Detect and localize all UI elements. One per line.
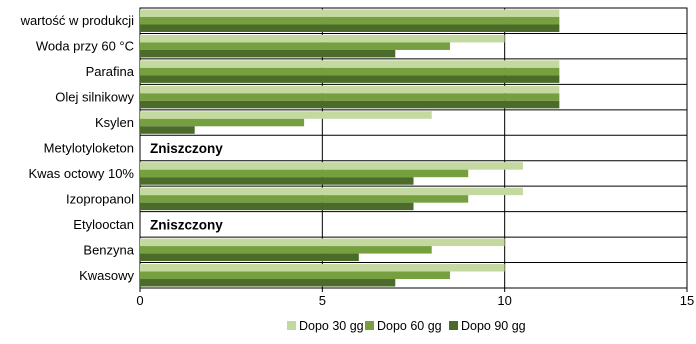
legend-label-dopo-90-gg: Dopo 90 gg bbox=[461, 319, 526, 333]
x-axis-ticks: 0 5 10 15 bbox=[136, 288, 694, 308]
bar-dopo-30-gg-izopropanol bbox=[140, 187, 523, 196]
category-label: Izopropanol bbox=[66, 191, 134, 206]
bar-dopo-60-gg-ksylen bbox=[140, 118, 305, 127]
bar-dopo-60-gg-woda-przy-60-c bbox=[140, 42, 450, 50]
bar-dopo-90-gg-kwas-octowy-10 bbox=[140, 177, 414, 185]
category-label: Benzyna bbox=[83, 242, 134, 257]
bar-dopo-60-gg-izopropanol bbox=[140, 195, 469, 203]
category-label: Metylotyloketon bbox=[44, 141, 134, 156]
bar-dopo-60-gg-benzyna bbox=[140, 246, 432, 254]
category-label: Woda przy 60 °C bbox=[36, 39, 134, 54]
bar-dopo-90-gg-benzyna bbox=[140, 253, 359, 262]
x-tick-label: 10 bbox=[497, 293, 511, 308]
bar-dopo-90-gg-ksylen bbox=[140, 126, 195, 134]
annotation-zniszczony: Zniszczony bbox=[150, 141, 223, 156]
legend: Dopo 30 gg Dopo 60 gg Dopo 90 gg bbox=[287, 319, 526, 333]
bar-dopo-30-gg-kwasowy bbox=[140, 264, 505, 272]
category-label: Ksylen bbox=[95, 115, 134, 130]
legend-swatch-dopo-30-gg bbox=[287, 321, 296, 330]
bar-dopo-30-gg-benzyna bbox=[140, 238, 505, 247]
bar-dopo-90-gg-wartosc-w-produkcji bbox=[140, 24, 560, 32]
x-tick-label: 5 bbox=[319, 293, 326, 308]
bar-dopo-60-gg-wartosc-w-produkcji bbox=[140, 16, 560, 25]
bar-dopo-60-gg-olej-silnikowy bbox=[140, 93, 560, 101]
legend-label-dopo-60-gg: Dopo 60 gg bbox=[377, 319, 442, 333]
category-label: wartość w produkcji bbox=[20, 13, 135, 28]
category-label: Parafina bbox=[86, 64, 135, 79]
bar-dopo-60-gg-parafina bbox=[140, 67, 560, 76]
bar-dopo-90-gg-izopropanol bbox=[140, 202, 414, 211]
category-labels: wartość w produkcji Woda przy 60 °C Parafi… bbox=[20, 13, 135, 283]
annotations: Zniszczony Zniszczony bbox=[150, 141, 223, 232]
grid bbox=[139, 7, 688, 289]
x-tick-label: 15 bbox=[680, 293, 694, 308]
bar-dopo-90-gg-olej-silnikowy bbox=[140, 100, 560, 109]
x-tick-label: 0 bbox=[136, 293, 143, 308]
bar-dopo-60-gg-kwasowy bbox=[140, 271, 450, 280]
bar-dopo-90-gg-woda-przy-60-c bbox=[140, 49, 396, 58]
plot-area bbox=[139, 7, 688, 289]
category-label: Kwas octowy 10% bbox=[29, 166, 135, 181]
category-label: Olej silnikowy bbox=[55, 90, 134, 105]
bar-dopo-30-gg-ksylen bbox=[140, 111, 432, 119]
bar-dopo-60-gg-kwas-octowy-10 bbox=[140, 169, 469, 178]
bar-dopo-30-gg-parafina bbox=[140, 60, 560, 68]
category-label: Kwasowy bbox=[79, 268, 134, 283]
annotation-zniszczony: Zniszczony bbox=[150, 217, 223, 232]
bar-dopo-30-gg-olej-silnikowy bbox=[140, 85, 560, 94]
bar-dopo-90-gg-kwasowy bbox=[140, 279, 396, 287]
bar-dopo-90-gg-parafina bbox=[140, 75, 560, 83]
bar-dopo-30-gg-kwas-octowy-10 bbox=[140, 162, 523, 170]
legend-swatch-dopo-60-gg bbox=[365, 321, 374, 330]
bars bbox=[140, 9, 560, 287]
category-label: Etylooctan bbox=[73, 217, 134, 232]
bar-dopo-30-gg-wartosc-w-produkcji bbox=[140, 9, 560, 17]
legend-swatch-dopo-90-gg bbox=[449, 321, 458, 330]
bar-dopo-30-gg-woda-przy-60-c bbox=[140, 34, 505, 43]
legend-label-dopo-30-gg: Dopo 30 gg bbox=[299, 319, 364, 333]
